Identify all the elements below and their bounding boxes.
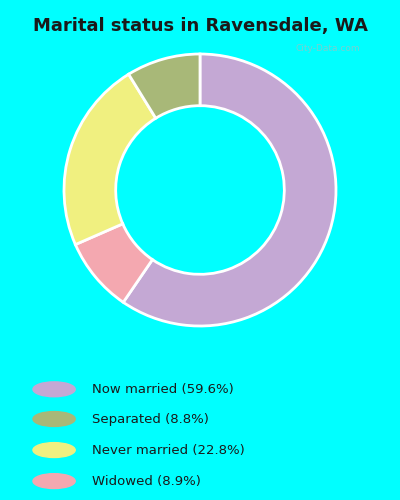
Circle shape xyxy=(33,412,75,426)
Text: Never married (22.8%): Never married (22.8%) xyxy=(92,444,245,456)
Text: Marital status in Ravensdale, WA: Marital status in Ravensdale, WA xyxy=(32,18,368,36)
Text: Now married (59.6%): Now married (59.6%) xyxy=(92,383,234,396)
Circle shape xyxy=(33,382,75,396)
Circle shape xyxy=(33,442,75,458)
Text: City-Data.com: City-Data.com xyxy=(295,44,360,53)
Wedge shape xyxy=(123,54,336,326)
Wedge shape xyxy=(76,224,152,302)
Wedge shape xyxy=(64,74,156,244)
Circle shape xyxy=(33,474,75,488)
Wedge shape xyxy=(129,54,200,118)
Text: Separated (8.8%): Separated (8.8%) xyxy=(92,412,209,426)
Text: Widowed (8.9%): Widowed (8.9%) xyxy=(92,474,201,488)
